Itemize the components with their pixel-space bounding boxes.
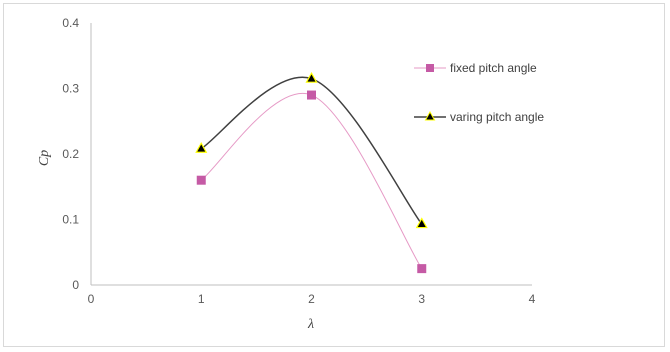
legend-marker-triangle <box>424 110 436 121</box>
data-point-fixed-pitch <box>417 264 427 274</box>
series-line-fixed-pitch <box>200 92 423 269</box>
data-point-varing-pitch <box>415 217 428 229</box>
x-tick-label: 4 <box>529 292 536 306</box>
y-axis-title: Cp <box>37 150 52 166</box>
y-tick-label: 0.4 <box>62 16 79 30</box>
data-point-fixed-pitch <box>307 90 316 100</box>
legend: fixed pitch angle varing pitch angle <box>414 61 544 124</box>
legend-label-varing: varing pitch angle <box>450 110 544 124</box>
y-tick-label: 0.3 <box>62 82 79 96</box>
chart-area <box>3 3 665 347</box>
x-tick-label: 3 <box>418 292 425 306</box>
data-point-fixed-pitch <box>196 175 206 185</box>
x-tick-label: 1 <box>198 292 205 306</box>
legend-marker-square <box>426 64 434 72</box>
x-tick-label: 2 <box>308 292 315 306</box>
y-tick-label: 0.2 <box>62 147 79 161</box>
x-axis-title: λ <box>307 317 314 332</box>
data-point-varing-pitch <box>305 71 318 83</box>
y-tick-label: 0.1 <box>62 213 79 227</box>
data-point-varing-pitch <box>195 142 208 153</box>
legend-label-fixed: fixed pitch angle <box>450 61 537 75</box>
x-tick-label: 0 <box>88 292 95 306</box>
y-tick-label: 0 <box>72 278 79 292</box>
